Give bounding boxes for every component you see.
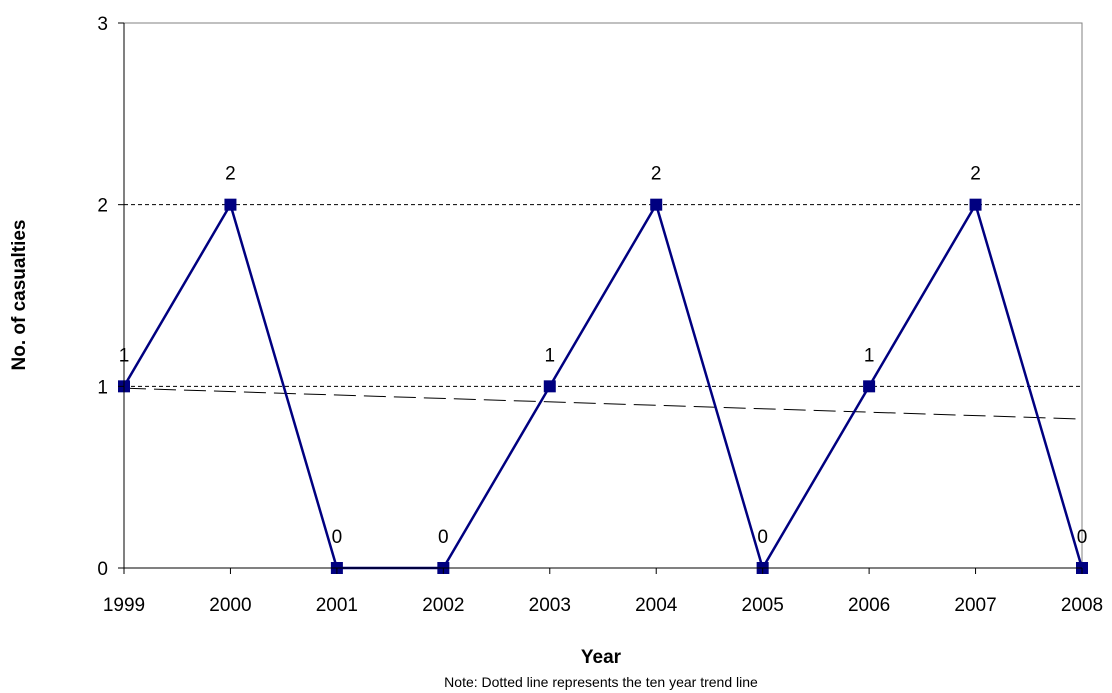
data-point-marker <box>650 198 663 211</box>
data-label: 0 <box>438 527 449 548</box>
chart-note: Note: Dotted line represents the ten yea… <box>444 674 758 690</box>
x-tick-label: 2002 <box>422 595 464 616</box>
x-tick-label: 2007 <box>954 595 996 616</box>
data-label: 2 <box>225 164 236 185</box>
x-tick-label: 2005 <box>742 595 784 616</box>
series-line <box>122 201 1084 572</box>
x-axis-title: Year <box>581 647 622 668</box>
y-axis-ticks: 0 1 2 3 <box>97 14 125 580</box>
x-tick-label: 2003 <box>529 595 571 616</box>
data-label: 1 <box>119 345 130 366</box>
x-tick-label: 2006 <box>848 595 890 616</box>
data-label: 2 <box>970 164 981 185</box>
data-label: 0 <box>332 527 343 548</box>
x-tick-label: 2004 <box>635 595 678 616</box>
y-axis-title: No. of casualties <box>9 220 30 371</box>
x-tick-label: 2001 <box>316 595 358 616</box>
data-label: 1 <box>864 345 875 366</box>
x-tick-label: 1999 <box>103 595 145 616</box>
data-point-marker <box>224 198 237 211</box>
data-label: 0 <box>1077 527 1088 548</box>
data-point-marker <box>863 380 876 393</box>
data-label: 1 <box>544 345 555 366</box>
data-labels: 1 2 0 0 1 2 0 1 2 0 <box>119 164 1088 548</box>
y-tick-label: 3 <box>97 14 108 35</box>
x-tick-label: 2008 <box>1061 595 1103 616</box>
trend-line-group <box>123 387 1083 420</box>
gridlines <box>124 204 1082 387</box>
data-label: 2 <box>651 164 662 185</box>
data-label: 0 <box>757 527 768 548</box>
y-tick-label: 1 <box>97 377 108 398</box>
trend-line <box>123 387 1083 420</box>
y-tick-label: 2 <box>97 196 108 217</box>
y-tick-label: 0 <box>97 559 108 580</box>
x-axis-ticks: 1999 2000 2001 2002 2003 2004 2005 2006 2007 2008 <box>103 567 1103 616</box>
data-point-marker <box>543 380 556 393</box>
data-point-marker <box>969 198 982 211</box>
x-tick-label: 2000 <box>209 595 251 616</box>
